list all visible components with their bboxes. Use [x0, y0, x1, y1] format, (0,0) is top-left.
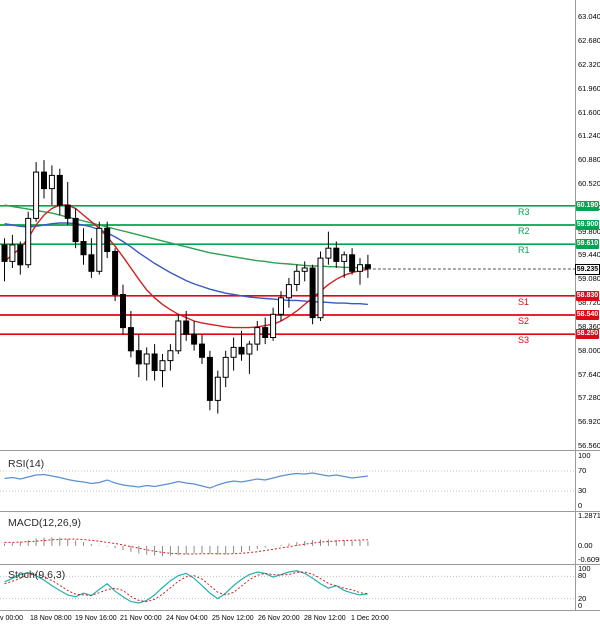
- time-axis-label: 18 Nov 08:00: [30, 615, 72, 622]
- panel-divider: [0, 564, 600, 565]
- panel-divider: [0, 450, 600, 451]
- time-axis-label: 24 Nov 04:00: [166, 615, 208, 622]
- stoch-chart-canvas[interactable]: [0, 565, 600, 610]
- price-axis-border: [575, 0, 576, 610]
- rsi-chart-canvas[interactable]: [0, 451, 600, 511]
- panel-divider: [0, 511, 600, 512]
- time-axis-label: 28 Nov 12:00: [304, 615, 346, 622]
- stoch-indicator-label: Stoch(9,6,3): [8, 569, 66, 581]
- macd-chart-canvas[interactable]: [0, 512, 600, 564]
- time-axis-label: v 00:00: [0, 615, 23, 622]
- time-axis-label: 1 Dec 20:00: [351, 615, 389, 622]
- time-axis-label: 19 Nov 16:00: [75, 615, 117, 622]
- time-axis-label: 25 Nov 12:00: [212, 615, 254, 622]
- macd-indicator-label: MACD(12,26,9): [8, 517, 81, 529]
- rsi-indicator-label: RSI(14): [8, 458, 45, 470]
- time-axis: v 00:00 18 Nov 08:00 19 Nov 16:00 21 Nov 00…: [0, 612, 600, 629]
- panel-divider: [0, 610, 600, 611]
- price-chart-canvas[interactable]: [0, 0, 600, 450]
- time-axis-label: 21 Nov 00:00: [120, 615, 162, 622]
- time-axis-label: 26 Nov 20:00: [258, 615, 300, 622]
